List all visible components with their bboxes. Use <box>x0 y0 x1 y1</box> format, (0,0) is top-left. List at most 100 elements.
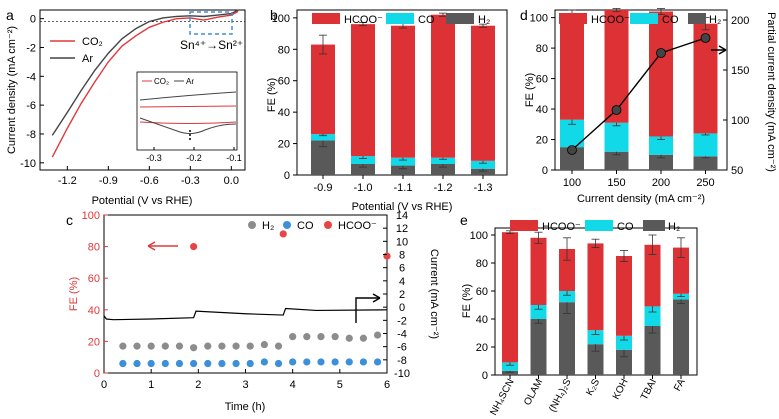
point-co <box>218 359 226 368</box>
point-h <box>289 333 297 341</box>
y-right-tick-label-c: 10 <box>396 236 408 248</box>
bars-e <box>502 230 689 375</box>
arrow-right-c <box>355 293 381 323</box>
y-right-tick-label-d: 100 <box>731 115 749 127</box>
panel-label-c: c <box>66 212 73 228</box>
bar-hcoo-segment <box>559 249 575 291</box>
y-tick-label: 80 <box>476 258 488 270</box>
point-h <box>119 342 127 350</box>
plot-frame-a <box>39 9 246 171</box>
bars-b <box>311 12 495 175</box>
point-co <box>289 358 297 366</box>
arrow-right-head <box>372 293 381 303</box>
legend-label-hcoo-c: HCOO⁻ <box>338 220 377 232</box>
bar-h-segment <box>391 165 415 175</box>
partial-current-point <box>700 33 711 43</box>
y-tick-label: 80 <box>536 43 548 55</box>
legend-label-h2-c: H₂ <box>262 220 274 232</box>
series-ar-line <box>51 9 239 136</box>
axis-ticks-b: -0.9 -1.0 -1.1 -1.2 -1.3 0 20 40 60 80 100 <box>272 13 493 194</box>
x-tick-label-a: 0.0 <box>224 175 239 187</box>
bar-hcoo-segment <box>649 11 673 137</box>
ylabel-left-c: FE (%) <box>68 277 80 311</box>
ylabel-right-c: Current (mA cm⁻²) <box>428 249 440 339</box>
y-tick-label-a: -10 <box>20 158 36 170</box>
xlabel-b: Potential (V vs RHE) <box>352 201 453 213</box>
point-co <box>175 359 184 368</box>
xlabel-c: Time (h) <box>225 401 266 413</box>
y-tick-label: 20 <box>536 135 548 147</box>
point-co <box>331 358 339 366</box>
bars-d <box>560 8 718 170</box>
point-h <box>204 342 212 350</box>
point-hcoo <box>383 252 391 260</box>
point-co <box>260 358 268 366</box>
x-tick-label-c: 0 <box>101 379 107 391</box>
y-tick-label: 100 <box>530 13 548 25</box>
x-tick-label-c: 5 <box>337 379 343 391</box>
point-co <box>190 359 198 368</box>
panel-label-e: e <box>460 212 468 228</box>
y-tick-label: 0 <box>482 370 488 382</box>
y-right-tick-label-c: 6 <box>399 263 405 275</box>
legend-label-co2: CO₂ <box>82 36 103 48</box>
point-h <box>147 342 155 350</box>
y-tick-label: 100 <box>272 13 290 25</box>
x-tick-label-c: 6 <box>384 379 390 391</box>
panel-e: e NH₄SCN OLAM (NH₄)₂S K₂S KOH TBAI FA 0 20 40 60 80… <box>460 212 698 417</box>
point-co <box>359 358 368 366</box>
legend-swatch-hcoo-e <box>510 220 538 231</box>
y-tick-label: 100 <box>470 230 488 242</box>
legend-d: HCOO⁻ CO H₂ <box>559 13 721 26</box>
y-tick-label: 40 <box>536 104 548 116</box>
highlight-box <box>189 11 233 35</box>
point-h <box>274 342 283 350</box>
x-tick-label-c: 3 <box>242 379 248 391</box>
partial-current-points <box>567 33 711 155</box>
xlabel-a: Potential (V vs RHE) <box>92 195 193 207</box>
legend-label-h2-e: H₂ <box>668 221 680 233</box>
legend-swatch-co-e <box>585 220 613 231</box>
legend-swatch-hcoo-b <box>312 13 340 24</box>
category-label: K₂S <box>584 377 602 398</box>
y-right-tick-label-c: 2 <box>399 289 405 301</box>
legend-label-co-e: CO <box>617 221 634 233</box>
inset-dot-1 <box>189 130 191 132</box>
bar-hcoo-segment <box>673 247 689 294</box>
x-tick-label-c: 2 <box>195 379 201 391</box>
y-tick-label-c: 0 <box>94 368 100 380</box>
legend-label-h2-b: H₂ <box>478 14 490 26</box>
bar-co-segment <box>587 330 604 345</box>
point-h <box>303 333 311 341</box>
y-tick-label: 40 <box>476 314 488 326</box>
axis-ticks-a: -1.2 -0.9 -0.6 -0.3 0.0 0 -2 -4 -6 -8 -10 <box>20 14 239 187</box>
plot-frame-c <box>103 214 388 374</box>
inset-tick-label-2: -0.2 <box>186 153 202 163</box>
legend-label-hcoo-e: HCOO⁻ <box>542 221 581 233</box>
arrow-right-path <box>355 297 380 323</box>
point-hcoo <box>279 230 287 238</box>
y-tick-label-c: 60 <box>88 273 100 285</box>
point-co <box>232 359 240 368</box>
legend-marker-co-c <box>283 221 291 229</box>
bar-h-segment <box>587 344 604 375</box>
panel-label-a: a <box>6 7 14 23</box>
category-label: -0.9 <box>314 182 333 194</box>
panel-b: b -0.9 -1.0 -1.1 -1.2 -1.3 0 20 40 60 80 100 HCOO⁻… <box>266 7 508 213</box>
bar-co-segment <box>559 291 575 303</box>
inset-curve-ar-bottom <box>139 117 237 135</box>
legend-label-hcoo-d: HCOO⁻ <box>591 14 630 26</box>
point-h <box>246 342 254 350</box>
panel-label-d: d <box>520 7 528 23</box>
y-right-tick-label-c: -8 <box>397 355 407 367</box>
point-h <box>359 334 368 342</box>
partial-current-point <box>611 105 622 115</box>
bar-hcoo-segment <box>502 232 518 363</box>
point-co <box>147 359 155 368</box>
inset-tick-label-1: -0.3 <box>146 153 162 163</box>
bar-h-segment <box>559 302 575 375</box>
category-label: (NH₄)₂S <box>547 377 574 414</box>
bar-co-segment <box>616 335 632 350</box>
legend-marker-h2-c <box>248 221 256 229</box>
bar-co-segment <box>649 136 673 155</box>
